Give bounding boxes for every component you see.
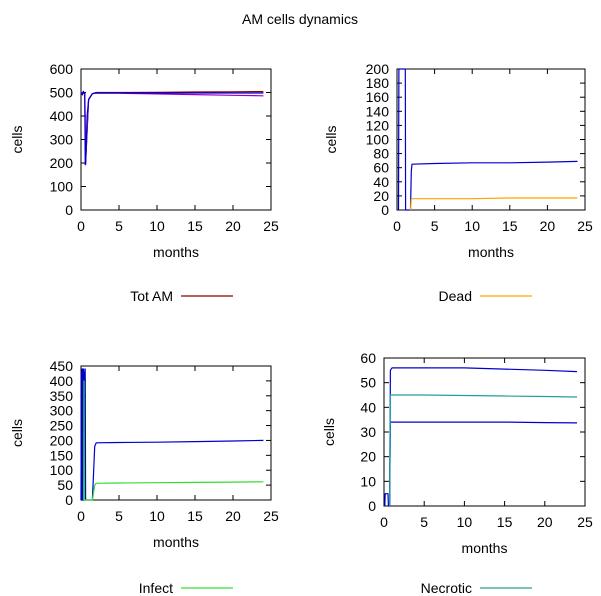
x-tick-label: 15 — [502, 218, 518, 234]
legend-label: Tot AM — [130, 288, 173, 304]
y-tick-label: 200 — [50, 155, 74, 171]
y-tick-label: 200 — [366, 61, 390, 77]
chart-panel-1: 0 5 10 15 20 25 0 100 200 300 400 500 600 months cells… — [9, 61, 279, 304]
y-tick-label: 350 — [50, 388, 74, 404]
figure-title: AM cells dynamics — [242, 11, 358, 27]
x-tick-label: 25 — [577, 218, 593, 234]
y-tick-label: 100 — [50, 462, 74, 478]
chart-panel-3: 0 5 10 15 20 25050100150200250300350400450mon… — [9, 358, 279, 596]
x-tick-label: 0 — [77, 218, 85, 234]
y-tick-label: 60 — [360, 350, 376, 366]
x-tick-label: 5 — [431, 218, 439, 234]
y-axis-label: cells — [323, 125, 339, 153]
x-tick-label: 5 — [115, 508, 123, 524]
y-tick-label: 140 — [366, 103, 390, 119]
y-tick-label: 400 — [50, 373, 74, 389]
x-tick-label: 15 — [187, 218, 203, 234]
y-tick-label: 30 — [360, 424, 376, 440]
x-axis-label: months — [462, 540, 508, 556]
x-tick-label: 0 — [77, 508, 85, 524]
chart-panel-4: 0 5 10 15 20 25 0 10 20 30 40 50 60 months cells Necrot… — [321, 350, 593, 596]
x-tick-label: 10 — [457, 514, 473, 530]
legend: Dead — [439, 288, 532, 304]
legend: Tot AM — [130, 288, 233, 304]
plot-frame — [80, 68, 272, 211]
x-tick-label: 5 — [115, 218, 123, 234]
legend-label: Infect — [139, 580, 173, 596]
y-axis-label: cells — [321, 418, 337, 446]
y-tick-label: 180 — [366, 75, 390, 91]
x-tick-label: 10 — [149, 508, 165, 524]
x-tick-label: 5 — [420, 514, 428, 530]
y-axis-label: cells — [9, 419, 25, 447]
x-axis-label: months — [468, 244, 514, 260]
x-tick-label: 20 — [225, 508, 241, 524]
y-tick-label: 80 — [373, 146, 389, 162]
series-line-2 — [83, 380, 264, 501]
y-tick-label: 0 — [65, 202, 73, 218]
y-tick-label: 0 — [381, 202, 389, 218]
series-line-2 — [80, 91, 264, 164]
legend-label: Necrotic — [421, 580, 472, 596]
y-tick-label: 300 — [50, 403, 74, 419]
y-tick-label: 200 — [50, 432, 74, 448]
series-line-1 — [80, 91, 264, 164]
series-line-3 — [389, 394, 578, 507]
y-tick-label: 600 — [50, 61, 74, 77]
x-tick-label: 20 — [225, 218, 241, 234]
series-line-1 — [384, 367, 578, 507]
y-tick-label: 400 — [50, 108, 74, 124]
series-line-2 — [389, 421, 578, 507]
y-tick-label: 40 — [373, 174, 389, 190]
x-axis-label: months — [153, 534, 199, 550]
y-axis-label: cells — [9, 125, 25, 153]
y-tick-label: 20 — [360, 449, 376, 465]
x-tick-label: 20 — [540, 218, 556, 234]
y-tick-label: 60 — [373, 160, 389, 176]
series-line-1 — [80, 368, 264, 501]
legend: Infect — [139, 580, 233, 596]
plot-frame — [80, 365, 272, 501]
x-tick-label: 0 — [380, 514, 388, 530]
y-tick-label: 10 — [360, 473, 376, 489]
x-tick-label: 25 — [263, 218, 279, 234]
y-tick-label: 250 — [50, 418, 74, 434]
y-tick-label: 300 — [50, 132, 74, 148]
x-tick-label: 25 — [263, 508, 279, 524]
y-tick-label: 150 — [50, 447, 74, 463]
y-tick-label: 0 — [368, 498, 376, 514]
legend: Necrotic — [421, 580, 532, 596]
y-tick-label: 20 — [373, 188, 389, 204]
x-tick-label: 15 — [187, 508, 203, 524]
x-tick-label: 25 — [577, 514, 593, 530]
series-line-3 — [80, 90, 264, 166]
x-tick-label: 15 — [497, 514, 513, 530]
legend-label: Dead — [439, 288, 472, 304]
y-tick-label: 40 — [360, 399, 376, 415]
y-tick-label: 500 — [50, 85, 74, 101]
y-tick-label: 160 — [366, 89, 390, 105]
x-tick-label: 20 — [537, 514, 553, 530]
x-tick-label: 10 — [464, 218, 480, 234]
y-tick-label: 450 — [50, 358, 74, 374]
y-tick-label: 50 — [57, 477, 73, 493]
y-tick-label: 0 — [65, 492, 73, 508]
y-tick-label: 50 — [360, 375, 376, 391]
y-tick-label: 100 — [366, 132, 390, 148]
x-axis-label: months — [153, 244, 199, 260]
series-line-1 — [397, 68, 578, 211]
x-tick-label: 10 — [149, 218, 165, 234]
y-tick-label: 100 — [50, 179, 74, 195]
plot-frame — [383, 357, 586, 507]
plot-frame — [396, 68, 586, 211]
series-line-2 — [409, 197, 578, 211]
y-tick-label: 120 — [366, 117, 390, 133]
chart-panel-2: 0 5 10 15 20 25020406080100120140160180200mon… — [323, 61, 593, 304]
x-tick-label: 0 — [393, 218, 401, 234]
